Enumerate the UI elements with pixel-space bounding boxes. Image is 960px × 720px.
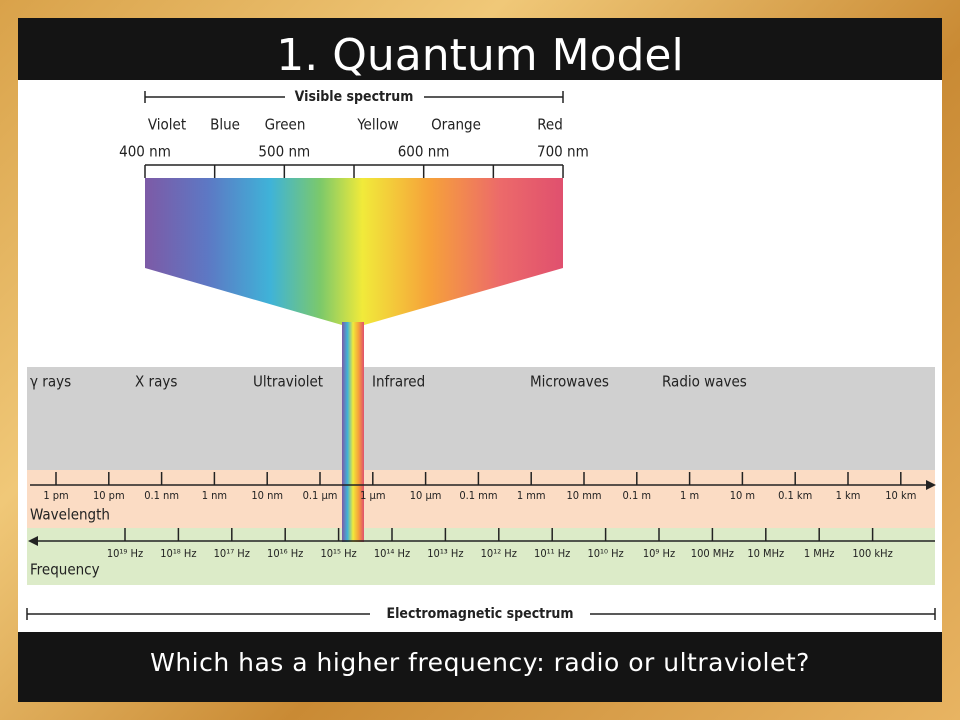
region-label: Radio waves <box>662 373 747 391</box>
region-label: Infrared <box>372 373 425 391</box>
visible-label: Visible spectrum <box>295 89 414 105</box>
wavelength-tick-label: 1 m <box>680 489 699 502</box>
color-label: Green <box>265 116 306 134</box>
frequency-tick-label: 10¹⁸ Hz <box>160 547 196 560</box>
slide-title: 1. Quantum Model <box>276 30 684 81</box>
nm-label: 500 nm <box>258 143 310 161</box>
frequency-tick-label: 100 kHz <box>852 547 892 560</box>
color-label: Violet <box>148 116 186 134</box>
frequency-tick-label: 10¹⁵ Hz <box>320 547 356 560</box>
region-band <box>27 367 935 470</box>
wavelength-tick-label: 1 pm <box>43 489 68 502</box>
wavelength-tick-label: 10 nm <box>251 489 283 502</box>
frequency-tick-label: 10¹⁶ Hz <box>267 547 303 560</box>
region-label: Microwaves <box>530 373 609 391</box>
region-label: γ rays <box>30 373 71 391</box>
color-label: Orange <box>431 116 481 134</box>
wavelength-tick-label: 0.1 km <box>778 489 812 502</box>
wavelength-tick-label: 0.1 nm <box>144 489 179 502</box>
region-label: X rays <box>135 373 177 391</box>
frequency-tick-label: 10¹⁴ Hz <box>374 547 410 560</box>
wavelength-tick-label: 1 nm <box>202 489 227 502</box>
wavelength-tick-label: 1 µm <box>360 489 385 502</box>
question: Which has a higher frequency: radio or u… <box>150 648 810 677</box>
frequency-tick-label: 10¹³ Hz <box>427 547 463 560</box>
wavelength-tick-label: 10 µm <box>410 489 442 502</box>
wavelength-tick-label: 0.1 µm <box>303 489 338 502</box>
visible-funnel <box>145 178 563 325</box>
color-label: Blue <box>210 116 240 134</box>
wavelength-tick-label: 0.1 m <box>623 489 652 502</box>
wavelength-tick-label: 10 pm <box>93 489 125 502</box>
nm-label: 600 nm <box>398 143 450 161</box>
wavelength-tick-label: 10 km <box>885 489 916 502</box>
wavelength-tick-label: 1 km <box>836 489 861 502</box>
wavelength-tick-label: 10 m <box>730 489 755 502</box>
frequency-tick-label: 10¹² Hz <box>481 547 517 560</box>
frequency-tick-label: 10⁹ Hz <box>643 547 675 560</box>
spectrum-diagram: Visible spectrum Electromagnetic spectru… <box>26 89 936 622</box>
wavelength-tick-label: 1 mm <box>517 489 546 502</box>
arrowhead <box>28 536 38 546</box>
nm-label: 700 nm <box>537 143 589 161</box>
region-label: Ultraviolet <box>253 373 323 391</box>
visible-stripe <box>342 322 364 542</box>
frequency-label: Frequency <box>30 561 100 579</box>
frequency-tick-label: 1 MHz <box>804 547 835 560</box>
wavelength-tick-label: 10 mm <box>566 489 601 502</box>
chalkboard: 1. Quantum Model <box>18 18 942 702</box>
frequency-tick-label: 10 MHz <box>747 547 784 560</box>
frequency-tick-label: 10¹¹ Hz <box>534 547 570 560</box>
frequency-tick-label: 10¹⁷ Hz <box>214 547 250 560</box>
color-label: Red <box>537 116 563 134</box>
nm-label: 400 nm <box>119 143 171 161</box>
wavelength-band <box>27 470 935 528</box>
arrowhead <box>926 480 936 490</box>
wavelength-label: Wavelength <box>30 506 110 524</box>
color-label: Yellow <box>356 116 398 134</box>
diagram-panel: Visible spectrum Electromagnetic spectru… <box>18 80 942 632</box>
frequency-tick-label: 10¹⁰ Hz <box>587 547 623 560</box>
em-label: Electromagnetic spectrum <box>386 606 573 622</box>
frequency-tick-label: 10¹⁹ Hz <box>107 547 143 560</box>
wavelength-tick-label: 0.1 mm <box>459 489 497 502</box>
lines <box>26 91 936 620</box>
frequency-tick-label: 100 MHz <box>691 547 734 560</box>
